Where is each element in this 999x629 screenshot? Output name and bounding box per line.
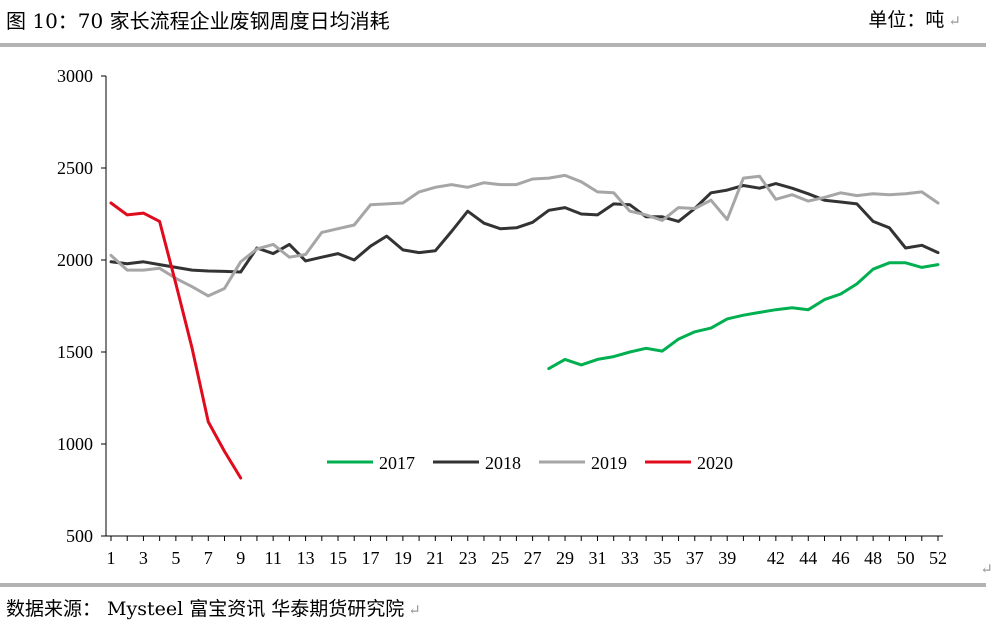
x-tick-label: 48 xyxy=(864,548,882,568)
return-mark-icon: ↵ xyxy=(948,12,961,30)
x-tick-label: 15 xyxy=(329,548,347,568)
x-tick-label: 19 xyxy=(394,548,412,568)
x-tick-label: 44 xyxy=(799,548,817,568)
x-tick-label: 52 xyxy=(929,548,947,568)
x-tick-label: 27 xyxy=(524,548,542,568)
legend-label-2020: 2020 xyxy=(697,453,733,473)
unit-label: 单位：吨 ↵ xyxy=(868,5,961,32)
x-tick-label: 17 xyxy=(361,548,379,568)
x-tick-label: 11 xyxy=(264,548,281,568)
y-tick-label: 1500 xyxy=(57,342,93,362)
x-tick-label: 29 xyxy=(556,548,574,568)
legend-label-2019: 2019 xyxy=(591,453,627,473)
x-tick-label: 3 xyxy=(139,548,148,568)
legend-label-2017: 2017 xyxy=(379,453,415,473)
x-tick-label: 13 xyxy=(297,548,315,568)
legend-label-2018: 2018 xyxy=(485,453,521,473)
data-source: 数据来源： Mysteel 富宝资讯 华泰期货研究院 ↵ xyxy=(6,594,421,621)
x-tick-label: 31 xyxy=(588,548,606,568)
return-mark-icon: ↵ xyxy=(980,560,993,578)
x-tick-label: 1 xyxy=(107,548,116,568)
x-tick-label: 33 xyxy=(621,548,639,568)
y-tick-label: 2500 xyxy=(57,158,93,178)
x-tick-label: 5 xyxy=(171,548,180,568)
chart-title: 图 10：70 家长流程企业废钢周度日均消耗 xyxy=(6,9,390,33)
y-tick-label: 500 xyxy=(66,526,93,546)
y-tick-label: 1000 xyxy=(57,434,93,454)
x-tick-label: 50 xyxy=(897,548,915,568)
bottom-divider xyxy=(0,583,986,587)
x-tick-label: 46 xyxy=(832,548,850,568)
x-tick-label: 35 xyxy=(653,548,671,568)
series-line-2017 xyxy=(547,261,940,371)
series-line-2019 xyxy=(109,173,940,298)
x-tick-label: 23 xyxy=(459,548,477,568)
series-line-2018 xyxy=(109,182,940,274)
y-tick-label: 3000 xyxy=(57,66,93,86)
data-source-text: 数据来源： Mysteel 富宝资讯 华泰期货研究院 xyxy=(6,598,405,620)
top-divider xyxy=(0,43,986,47)
x-tick-label: 37 xyxy=(686,548,704,568)
x-tick-label: 25 xyxy=(491,548,509,568)
x-tick-label: 7 xyxy=(204,548,213,568)
series-line-2020 xyxy=(109,201,243,480)
chart-header: 图 10：70 家长流程企业废钢周度日均消耗 单位：吨 ↵ xyxy=(0,0,999,44)
unit-text: 单位：吨 xyxy=(868,9,945,31)
x-tick-label: 9 xyxy=(236,548,245,568)
y-tick-label: 2000 xyxy=(57,250,93,270)
return-mark-icon: ↵ xyxy=(408,601,421,619)
x-tick-label: 42 xyxy=(767,548,785,568)
x-tick-label: 21 xyxy=(426,548,444,568)
x-tick-label: 39 xyxy=(718,548,736,568)
